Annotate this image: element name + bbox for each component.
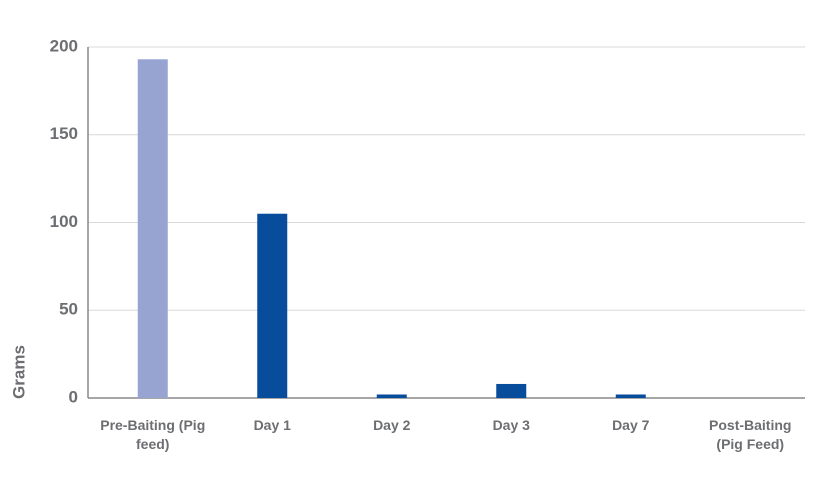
x-tick-label: Pre-Baiting (Pig feed) (100, 417, 206, 452)
y-tick-label: 50 (59, 300, 78, 319)
y-tick-label: 0 (69, 387, 78, 406)
x-tick-label: Day 7 (612, 417, 650, 433)
x-tick-label: Day 3 (492, 417, 530, 433)
y-tick-label: 100 (50, 212, 78, 231)
bar (257, 213, 288, 398)
bar (137, 59, 168, 398)
x-tick-label: Post-Baiting (Pig Feed) (709, 417, 792, 452)
bar (496, 383, 527, 398)
x-tick-label: Day 2 (373, 417, 411, 433)
x-tick-label: Day 1 (253, 417, 291, 433)
bar (376, 394, 407, 398)
bar (615, 394, 646, 398)
y-tick-label: 150 (50, 124, 78, 143)
y-tick-label: 200 (50, 36, 78, 55)
y-axis-label: Grams (9, 345, 28, 399)
